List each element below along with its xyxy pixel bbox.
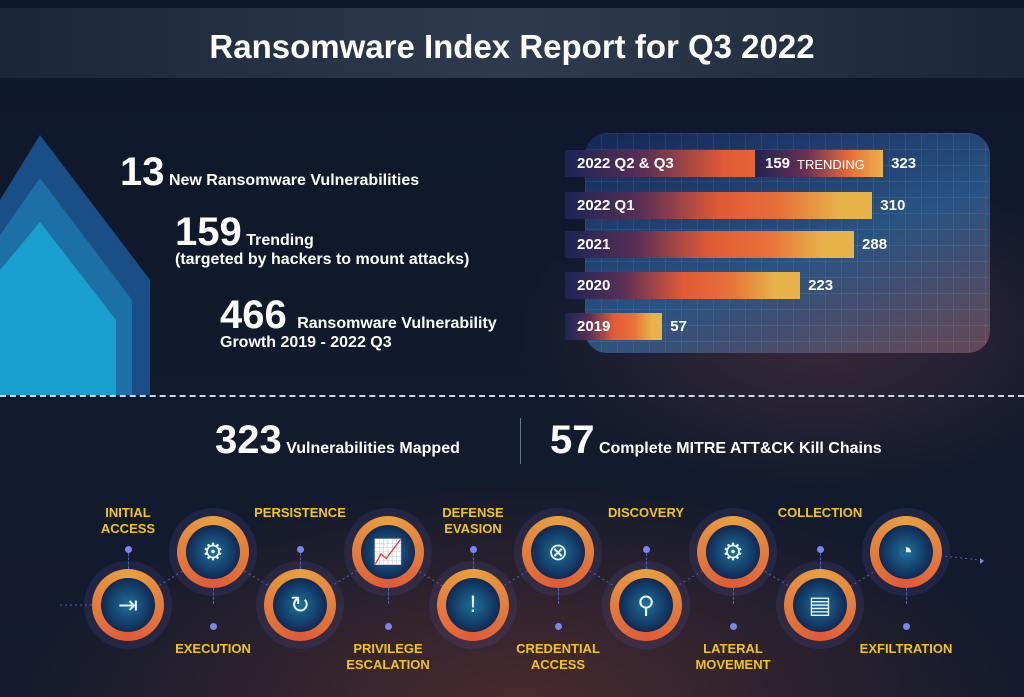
step-dot [817, 546, 824, 553]
stat-growth: 466 Ransomware Vulnerability Growth 2019… [220, 293, 497, 351]
step-line [388, 588, 389, 604]
bar-value-label: 310 [880, 197, 906, 214]
kill-chain-step: ⇥ [92, 569, 164, 641]
step-line [558, 588, 559, 604]
step-line [733, 588, 734, 604]
header-band: Ransomware Index Report for Q3 2022 [0, 8, 1024, 78]
stat-separator [520, 418, 521, 464]
kill-chain-step: ⚙ [177, 516, 249, 588]
kill-chain-label: EXECUTION [175, 641, 251, 656]
kill-chain-label: PRIVILEGE ESCALATION [346, 641, 430, 672]
kill-chain-step: ◔ [870, 516, 942, 588]
step-dot [643, 546, 650, 553]
bar-category-label: 2022 Q1 [577, 197, 635, 214]
bar: 2020 [565, 272, 801, 299]
page-title: Ransomware Index Report for Q3 2022 [209, 28, 815, 65]
kill-chain-label: LATERAL MOVEMENT [695, 641, 771, 672]
kill-chain-label: PERSISTENCE [254, 505, 346, 520]
gear-icon: ⚙ [722, 538, 744, 566]
step-line [646, 553, 647, 569]
step-dot [385, 623, 392, 630]
step-line [820, 553, 821, 569]
kill-chain-step: ▤ [784, 569, 856, 641]
bar-category-label: 2020 [577, 277, 611, 294]
bar-value-label: 288 [862, 236, 888, 253]
trending-text: TRENDING [797, 157, 865, 172]
stat-trending: 159 Trending (targeted by hackers to mou… [175, 210, 470, 268]
bar-category-label: 2022 Q2 & Q3 [577, 155, 674, 172]
bar-value-label: 223 [808, 277, 834, 294]
bar-category-label: 2021 [577, 236, 611, 253]
gear-cycle-icon: ↻ [289, 591, 311, 619]
chart-up-icon: 📈 [373, 538, 403, 566]
bar-value-label: 57 [670, 318, 687, 335]
kill-chain-label: DISCOVERY [607, 505, 685, 520]
stat-new-vulns: 13 New Ransomware Vulnerabilities [120, 150, 420, 194]
step-dot [903, 623, 910, 630]
kill-chain-label: DEFENSE EVASION [442, 505, 504, 536]
kill-chain-step: ! [437, 569, 509, 641]
gear-check-icon: ⚙ [202, 538, 224, 566]
stat-mapped: 323 Vulnerabilities Mapped [215, 418, 460, 462]
kill-chain-label: CREDENTIAL ACCESS [516, 641, 600, 672]
step-line [213, 588, 214, 604]
kill-chain-step: ⚲ [610, 569, 682, 641]
trending-segment: 159 TRENDING [755, 150, 884, 177]
kill-chain-label: COLLECTION [777, 505, 863, 520]
step-dot [470, 546, 477, 553]
kill-chain-step: 📈 [352, 516, 424, 588]
magnifier-icon: ⚲ [637, 591, 655, 619]
step-line [473, 553, 474, 569]
bar-value-label: 323 [891, 155, 917, 172]
step-dot [297, 546, 304, 553]
kill-chain-step: ↻ [264, 569, 336, 641]
stat-kill-chains: 57 Complete MITRE ATT&CK Kill Chains [550, 418, 882, 462]
step-dot [210, 623, 217, 630]
step-line [906, 588, 907, 604]
kill-chain-label: INITIAL ACCESS [100, 505, 156, 536]
folder-icon: ▤ [808, 591, 832, 619]
kill-chain-step: ⊗ [522, 516, 594, 588]
divider [0, 395, 1024, 397]
bar: 2022 Q1 [565, 192, 873, 219]
step-dot [125, 546, 132, 553]
step-dot [555, 623, 562, 630]
door-enter-icon: ⇥ [117, 591, 139, 619]
bar: 2021 [565, 231, 855, 258]
trending-number: 159 [765, 155, 791, 172]
target-icon: ⊗ [547, 538, 569, 566]
radar-icon: ◔ [898, 538, 914, 565]
step-line [128, 553, 129, 569]
chevron-decoration [0, 135, 150, 395]
shield-alert-icon: ! [469, 591, 477, 618]
step-line [300, 553, 301, 569]
bar: 2019 [565, 313, 663, 340]
kill-chain-label: EXFILTRATION [859, 641, 953, 656]
bar-category-label: 2019 [577, 318, 611, 335]
kill-chain-step: ⚙ [697, 516, 769, 588]
step-dot [730, 623, 737, 630]
